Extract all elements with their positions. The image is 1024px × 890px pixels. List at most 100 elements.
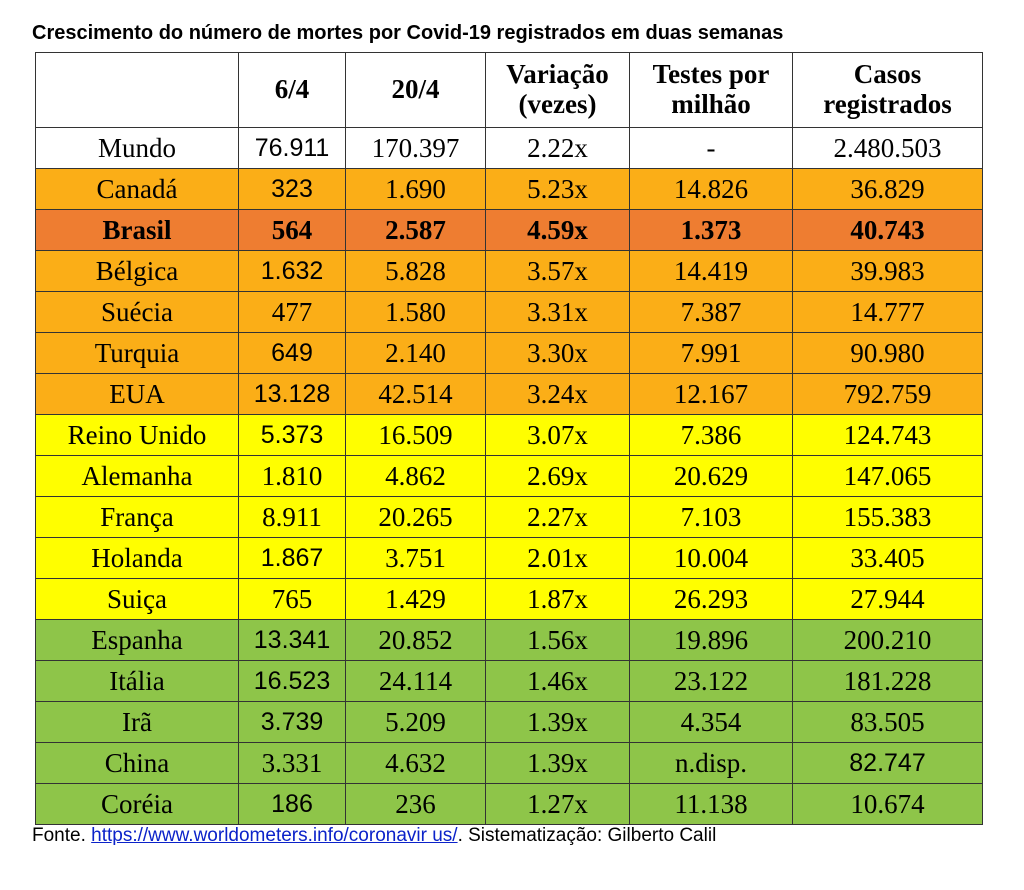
country-cell: Itália (35, 660, 239, 702)
deaths-20-4-cell: 1.580 (345, 291, 486, 333)
table-row: Bélgica 1.632 5.828 3.57x 14.419 39.983 (35, 250, 983, 292)
header-variacao: Variação (vezes) (485, 52, 630, 128)
cases-cell: 83.505 (792, 701, 983, 743)
source-link[interactable]: https://www.worldometers.info/coronavir … (91, 825, 458, 846)
table-row: Coréia 186 236 1.27x 11.138 10.674 (35, 783, 983, 825)
country-cell: Mundo (35, 127, 239, 169)
source-footer: Fonte. https://www.worldometers.info/cor… (32, 825, 716, 847)
cases-cell: 82.747 (792, 742, 983, 784)
header-6-4: 6/4 (238, 52, 346, 128)
table-row: Canadá 323 1.690 5.23x 14.826 36.829 (35, 168, 983, 210)
variation-cell: 3.30x (485, 332, 630, 374)
header-testes-line2: milhão (671, 89, 751, 119)
variation-cell: 1.56x (485, 619, 630, 661)
tests-cell: 7.387 (629, 291, 793, 333)
country-cell: Reino Unido (35, 414, 239, 456)
cases-cell: 147.065 (792, 455, 983, 497)
variation-cell: 2.27x (485, 496, 630, 538)
header-20-4: 20/4 (345, 52, 486, 128)
country-cell: França (35, 496, 239, 538)
variation-cell: 4.59x (485, 209, 630, 251)
deaths-6-4-cell: 186 (238, 783, 346, 825)
country-cell: Suécia (35, 291, 239, 333)
tests-cell: 7.103 (629, 496, 793, 538)
cases-cell: 39.983 (792, 250, 983, 292)
country-cell: China (35, 742, 239, 784)
deaths-20-4-cell: 236 (345, 783, 486, 825)
deaths-6-4-cell: 564 (238, 209, 346, 251)
header-casos-line2: registrados (823, 89, 952, 119)
cases-cell: 10.674 (792, 783, 983, 825)
table-row: Alemanha 1.810 4.862 2.69x 20.629 147.06… (35, 455, 983, 497)
variation-cell: 1.27x (485, 783, 630, 825)
tests-cell: 26.293 (629, 578, 793, 620)
variation-cell: 2.22x (485, 127, 630, 169)
deaths-6-4-cell: 8.911 (238, 496, 346, 538)
tests-cell: 10.004 (629, 537, 793, 579)
country-cell: Brasil (35, 209, 239, 251)
cases-cell: 40.743 (792, 209, 983, 251)
country-cell: Canadá (35, 168, 239, 210)
tests-cell: 7.386 (629, 414, 793, 456)
deaths-6-4-cell: 323 (238, 168, 346, 210)
covid-deaths-table: 6/4 20/4 Variação (vezes) Testes por mil… (35, 52, 983, 825)
deaths-6-4-cell: 765 (238, 578, 346, 620)
country-cell: Holanda (35, 537, 239, 579)
cases-cell: 2.480.503 (792, 127, 983, 169)
cases-cell: 14.777 (792, 291, 983, 333)
deaths-20-4-cell: 2.140 (345, 332, 486, 374)
variation-cell: 3.24x (485, 373, 630, 415)
variation-cell: 1.39x (485, 701, 630, 743)
deaths-20-4-cell: 170.397 (345, 127, 486, 169)
header-testes: Testes por milhão (629, 52, 793, 128)
cases-cell: 27.944 (792, 578, 983, 620)
table-row: Suécia 477 1.580 3.31x 7.387 14.777 (35, 291, 983, 333)
table-row: Irã 3.739 5.209 1.39x 4.354 83.505 (35, 701, 983, 743)
table-row: Espanha 13.341 20.852 1.56x 19.896 200.2… (35, 619, 983, 661)
footer-suffix: . Sistematização: Gilberto Calil (457, 825, 717, 846)
deaths-20-4-cell: 16.509 (345, 414, 486, 456)
table-row: França 8.911 20.265 2.27x 7.103 155.383 (35, 496, 983, 538)
cases-cell: 124.743 (792, 414, 983, 456)
table-row: Suiça 765 1.429 1.87x 26.293 27.944 (35, 578, 983, 620)
deaths-6-4-cell: 13.128 (238, 373, 346, 415)
header-row: 6/4 20/4 Variação (vezes) Testes por mil… (35, 52, 983, 128)
table-row: Mundo 76.911 170.397 2.22x - 2.480.503 (35, 127, 983, 169)
tests-cell: 4.354 (629, 701, 793, 743)
deaths-20-4-cell: 4.632 (345, 742, 486, 784)
table-row: Reino Unido 5.373 16.509 3.07x 7.386 124… (35, 414, 983, 456)
deaths-6-4-cell: 3.739 (238, 701, 346, 743)
tests-cell: 14.419 (629, 250, 793, 292)
header-casos-line1: Casos (853, 59, 922, 90)
cases-cell: 792.759 (792, 373, 983, 415)
deaths-6-4-cell: 3.331 (238, 742, 346, 784)
tests-cell: 19.896 (629, 619, 793, 661)
table-row: China 3.331 4.632 1.39x n.disp. 82.747 (35, 742, 983, 784)
deaths-6-4-cell: 76.911 (238, 127, 346, 169)
deaths-6-4-cell: 1.632 (238, 250, 346, 292)
table-row: Itália 16.523 24.114 1.46x 23.122 181.22… (35, 660, 983, 702)
table-row: Turquia 649 2.140 3.30x 7.991 90.980 (35, 332, 983, 374)
variation-cell: 1.39x (485, 742, 630, 784)
country-cell: Bélgica (35, 250, 239, 292)
deaths-20-4-cell: 2.587 (345, 209, 486, 251)
country-cell: Turquia (35, 332, 239, 374)
country-cell: Irã (35, 701, 239, 743)
country-cell: Suiça (35, 578, 239, 620)
tests-cell: - (629, 127, 793, 169)
header-testes-line1: Testes por (652, 59, 770, 90)
deaths-6-4-cell: 13.341 (238, 619, 346, 661)
cases-cell: 200.210 (792, 619, 983, 661)
variation-cell: 3.57x (485, 250, 630, 292)
deaths-20-4-cell: 20.852 (345, 619, 486, 661)
deaths-20-4-cell: 4.862 (345, 455, 486, 497)
tests-cell: 12.167 (629, 373, 793, 415)
header-casos: Casos registrados (792, 52, 983, 128)
deaths-6-4-cell: 1.867 (238, 537, 346, 579)
deaths-20-4-cell: 24.114 (345, 660, 486, 702)
deaths-6-4-cell: 649 (238, 332, 346, 374)
cases-cell: 155.383 (792, 496, 983, 538)
tests-cell: 20.629 (629, 455, 793, 497)
variation-cell: 2.69x (485, 455, 630, 497)
